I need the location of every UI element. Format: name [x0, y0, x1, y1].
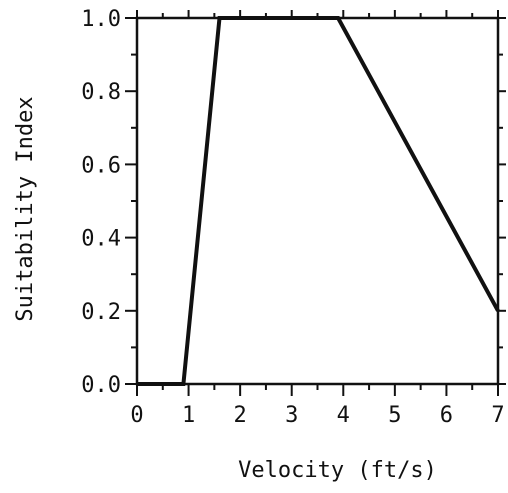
x-tick-label: 1	[182, 403, 195, 428]
y-tick-label: 0.0	[81, 373, 121, 398]
y-axis-title: Suitability Index	[13, 96, 38, 321]
y-tick-label: 0.6	[81, 153, 121, 178]
y-tick-label: 1.0	[81, 7, 121, 32]
x-tick-label: 5	[388, 403, 401, 428]
x-tick-label: 7	[491, 403, 504, 428]
x-tick-label: 4	[337, 403, 350, 428]
x-axis-tick-labels: 0 1 2 3 4 5 6 7	[130, 403, 504, 428]
plot-frame	[135, 16, 500, 386]
x-tick-label: 0	[130, 403, 143, 428]
x-tick-label: 2	[234, 403, 247, 428]
x-axis-ticks	[136, 10, 499, 396]
x-tick-label: 6	[440, 403, 453, 428]
y-tick-label: 0.8	[81, 80, 121, 105]
x-axis-title: Velocity (ft/s)	[238, 458, 437, 483]
x-tick-label: 3	[285, 403, 298, 428]
y-axis-tick-labels: 0.0 0.2 0.4 0.6 0.8 1.0	[81, 7, 121, 398]
suitability-curve	[137, 16, 500, 386]
y-axis-ticks	[125, 17, 506, 385]
y-tick-label: 0.4	[81, 227, 121, 252]
y-tick-label: 0.2	[81, 300, 121, 325]
